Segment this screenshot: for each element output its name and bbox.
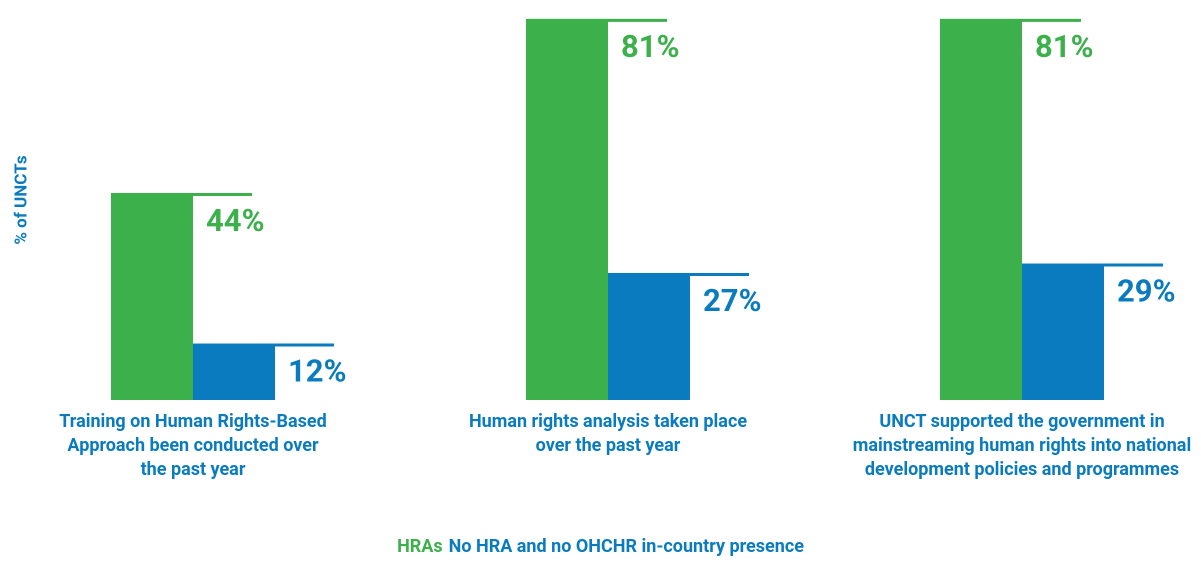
- x-tick-label: Human rights analysis taken place over t…: [468, 411, 748, 456]
- x-tick-label: UNCT supported the government in mainstr…: [852, 411, 1192, 480]
- bar: [608, 272, 690, 400]
- x-tick-label: Training on Human Rights-Based Approach …: [59, 411, 327, 480]
- bar: [1022, 263, 1104, 400]
- value-label: 27%: [703, 282, 762, 319]
- bar: [193, 343, 275, 400]
- value-label: 44%: [206, 202, 265, 239]
- bar: [111, 192, 193, 400]
- value-label: 29%: [1117, 273, 1176, 310]
- value-label: 81%: [1035, 28, 1094, 65]
- value-label: 81%: [621, 28, 680, 65]
- bar: [526, 18, 608, 401]
- bar: [940, 18, 1022, 401]
- legend-entry: No HRA and no OHCHR in-country presence: [448, 536, 804, 557]
- y-axis-label: % of UNCTs: [11, 155, 31, 245]
- legend-entry: HRAs: [397, 536, 443, 557]
- value-label: 12%: [288, 353, 347, 390]
- legend: HRAs No HRA and no OHCHR in-country prese…: [0, 536, 1201, 557]
